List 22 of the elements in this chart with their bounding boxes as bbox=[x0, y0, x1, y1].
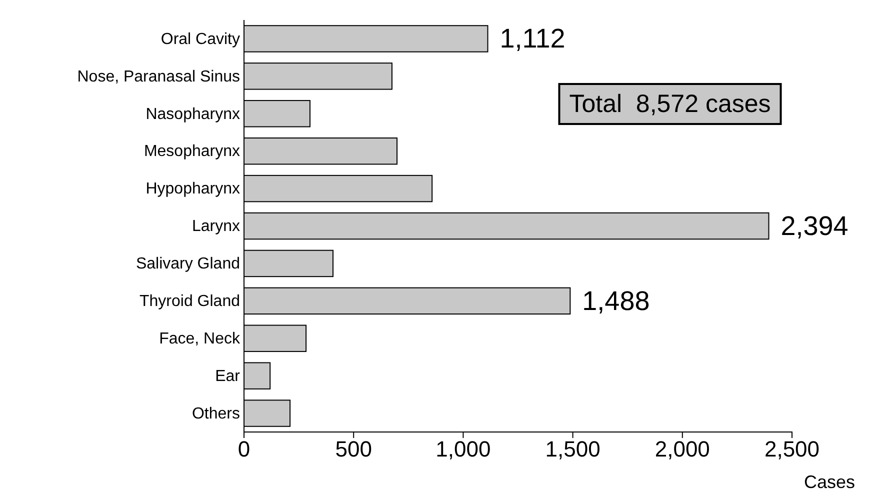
x-axis-title: Cases bbox=[804, 472, 855, 492]
y-tick-label: Nose, Paranasal Sinus bbox=[77, 68, 240, 86]
x-tick-label: 1,500 bbox=[545, 436, 600, 462]
y-tick-label: Nasopharynx bbox=[146, 106, 240, 123]
data-label: 2,394 bbox=[780, 211, 848, 241]
y-tick-label: Larynx bbox=[192, 218, 240, 236]
y-tick-label: Face, Neck bbox=[159, 330, 241, 348]
y-tick-label: Thyroid Gland bbox=[140, 293, 240, 310]
data-label: 1,112 bbox=[500, 24, 566, 54]
y-tick-label: Others bbox=[192, 405, 240, 422]
data-label: 1,488 bbox=[582, 286, 650, 316]
x-tick-label: 1,000 bbox=[436, 436, 491, 462]
y-tick-label: Oral Cavity bbox=[160, 30, 240, 48]
x-tick-label: 500 bbox=[335, 436, 372, 462]
annotation: Total 8,572 cases bbox=[569, 90, 771, 118]
y-tick-label: Mesopharynx bbox=[144, 143, 240, 160]
x-tick-label: 2,000 bbox=[654, 436, 710, 462]
x-tick-label: 0 bbox=[238, 436, 250, 462]
y-tick-label: Hypopharynx bbox=[146, 180, 240, 198]
x-tick-label: 2,500 bbox=[764, 436, 820, 462]
y-tick-label: Salivary Gland bbox=[136, 256, 240, 273]
y-tick-label: Ear bbox=[215, 368, 241, 385]
